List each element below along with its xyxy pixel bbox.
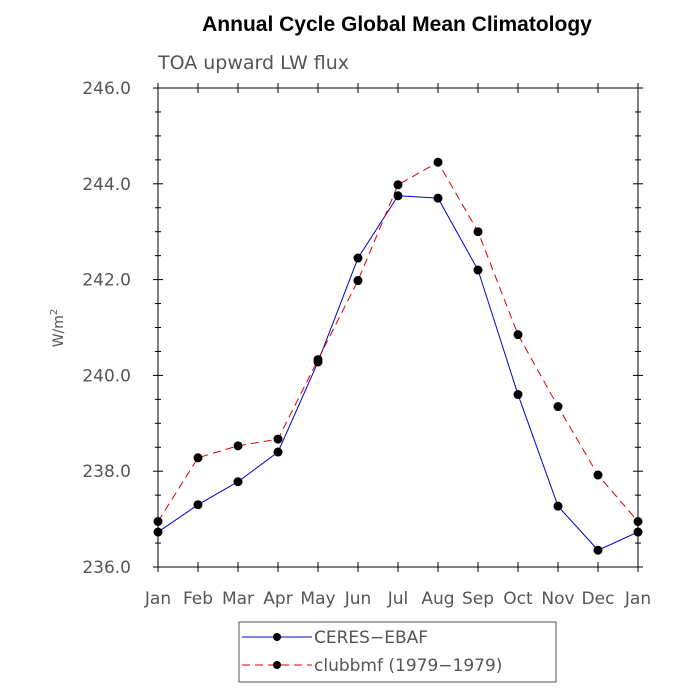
x-tick-label: Jul xyxy=(387,589,409,609)
x-tick-label: Jan xyxy=(624,589,651,609)
x-tick-label: May xyxy=(300,589,335,609)
data-point-series-1 xyxy=(233,441,243,451)
chart-subtitle: TOA upward LW flux xyxy=(157,52,349,74)
data-point-series-1 xyxy=(153,516,163,526)
data-point-series-1 xyxy=(433,157,443,167)
legend: CERES−EBAF clubbmf (1979−1979) xyxy=(238,621,557,683)
data-point-series-0 xyxy=(153,527,163,537)
data-point-series-1 xyxy=(353,276,363,286)
data-point-series-1 xyxy=(513,330,523,340)
x-tick-label: Jan xyxy=(144,589,171,609)
chart-title: Annual Cycle Global Mean Climatology xyxy=(202,13,592,36)
x-tick-label: Nov xyxy=(541,589,574,609)
series-lines xyxy=(157,161,639,551)
y-tick-labels: 236.0 238.0 240.0 242.0 244.0 246.0 xyxy=(82,79,131,578)
series-line-0 xyxy=(157,195,639,551)
data-point-series-1 xyxy=(473,227,483,237)
x-tick-label: Apr xyxy=(263,589,292,609)
y-tick-label: 244.0 xyxy=(82,175,131,195)
axis-ticks xyxy=(153,83,643,572)
data-point-series-1 xyxy=(553,402,563,412)
x-tick-label: Dec xyxy=(582,589,615,609)
x-tick-label: Mar xyxy=(222,589,254,609)
x-tick-label: Feb xyxy=(183,589,213,609)
data-point-series-1 xyxy=(193,453,203,463)
y-tick-label: 236.0 xyxy=(82,558,131,578)
x-tick-label: Oct xyxy=(503,589,533,609)
data-point-series-0 xyxy=(433,193,443,203)
plot-frame xyxy=(157,87,639,568)
legend-marker-clubbmf xyxy=(273,661,281,669)
data-point-series-1 xyxy=(593,470,603,480)
data-point-series-0 xyxy=(273,447,283,457)
data-point-series-0 xyxy=(193,500,203,510)
x-tick-label: Aug xyxy=(421,589,454,609)
y-tick-label: 246.0 xyxy=(82,79,131,99)
legend-marker-ceres xyxy=(273,633,281,641)
data-point-series-0 xyxy=(473,265,483,275)
data-point-series-1 xyxy=(273,434,283,444)
legend-label-ceres: CERES−EBAF xyxy=(314,628,428,648)
data-point-series-1 xyxy=(393,180,403,190)
data-point-series-0 xyxy=(393,191,403,201)
data-point-series-0 xyxy=(633,527,643,537)
data-point-series-1 xyxy=(633,516,643,526)
data-point-series-1 xyxy=(313,355,323,365)
x-tick-label: Jun xyxy=(344,589,372,609)
data-point-series-0 xyxy=(513,390,523,400)
series-line-1 xyxy=(157,161,639,522)
data-point-series-0 xyxy=(553,501,563,511)
x-tick-labels: Jan Feb Mar Apr May Jun Jul Aug Sep Oct Nov Dec Jan xyxy=(144,589,651,609)
x-tick-label: Sep xyxy=(462,589,494,609)
data-point-series-0 xyxy=(353,253,363,263)
y-tick-label: 238.0 xyxy=(82,462,131,482)
y-axis-label: W/m2 xyxy=(49,309,67,348)
y-tick-label: 242.0 xyxy=(82,271,131,291)
data-point-series-0 xyxy=(593,545,603,555)
legend-box xyxy=(238,621,557,683)
data-point-series-0 xyxy=(233,477,243,487)
y-tick-label: 240.0 xyxy=(82,366,131,386)
series-markers xyxy=(153,157,643,555)
legend-label-clubbmf: clubbmf (1979−1979) xyxy=(314,656,502,676)
